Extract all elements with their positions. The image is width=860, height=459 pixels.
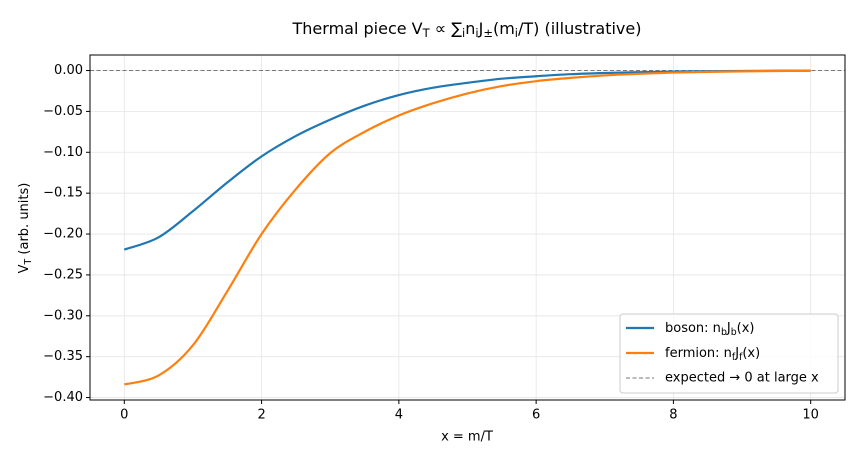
y-tick-label: 0.00	[54, 63, 83, 78]
y-tick-label: −0.10	[43, 145, 83, 160]
y-tick-label: −0.35	[43, 349, 83, 364]
legend-label: expected → 0 at large x	[665, 371, 819, 386]
y-tick-label: −0.05	[43, 104, 83, 119]
x-tick-label: 0	[120, 408, 128, 423]
x-tick-label: 10	[802, 408, 819, 423]
plot-frame	[89, 54, 846, 401]
x-axis-label: x = m/T	[441, 430, 493, 445]
chart-title: Thermal piece VT​ ∝ ∑i​ni​J±​(mi​/T) (il…	[292, 19, 642, 40]
legend: boson: nb​Jb​(x) fermion: nf​Jf​(x) expect…	[619, 313, 839, 394]
legend-label: fermion: nf​Jf​(x)	[665, 346, 760, 363]
line-series	[124, 69, 811, 386]
y-tick-label: −0.15	[43, 186, 83, 201]
x-tick-label: 4	[395, 408, 403, 423]
y-tick-label: −0.25	[43, 267, 83, 282]
x-tick-label: 6	[532, 408, 540, 423]
y-axis-label: VT​ (arb. units)	[17, 183, 34, 274]
y-tick-label: −0.30	[43, 308, 83, 323]
x-tick-label: 2	[257, 408, 265, 423]
legend-label: boson: nb​Jb​(x)	[665, 321, 755, 338]
y-tick-label: −0.40	[43, 390, 83, 405]
line-series	[123, 69, 811, 251]
y-tick-label: −0.20	[43, 227, 83, 242]
legend-box	[619, 313, 839, 394]
x-tick-label: 8	[669, 408, 677, 423]
